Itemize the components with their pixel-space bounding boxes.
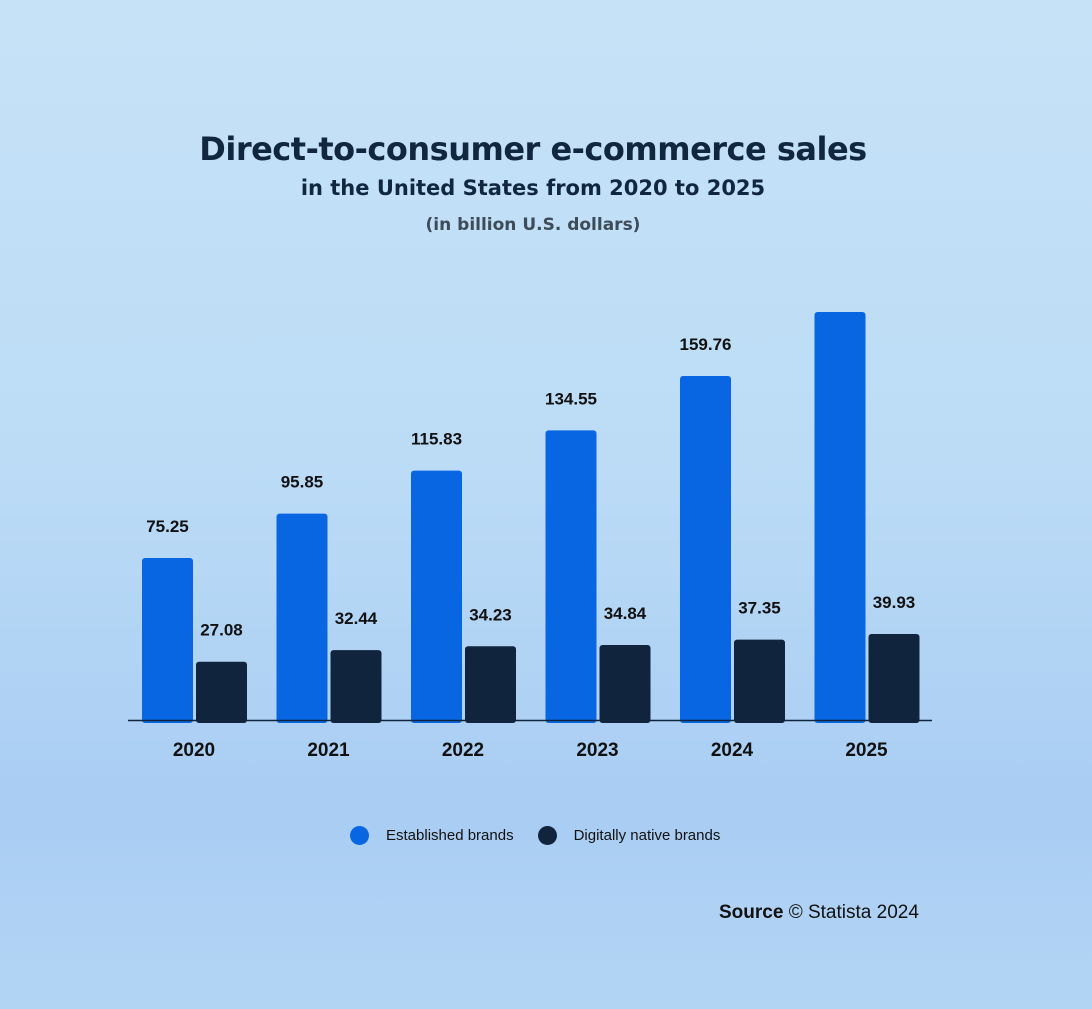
data-label: 37.35 — [738, 599, 781, 618]
data-label: 115.83 — [411, 430, 462, 449]
bar-established-2023 — [545, 430, 597, 723]
chart-subtitle: in the United States from 2020 to 2025 — [300, 176, 766, 200]
bar-digital-2024 — [734, 639, 785, 723]
x-tick-label: 2021 — [307, 740, 350, 761]
x-tick-label: 2022 — [442, 740, 484, 761]
bar-established-2024 — [680, 376, 731, 723]
source-note: Source © Statista 2024 — [719, 902, 919, 924]
x-tick-label: 2020 — [173, 740, 215, 761]
bar-digital-2020 — [196, 661, 247, 723]
data-label: 134.55 — [545, 389, 597, 408]
x-tick-label: 2023 — [576, 740, 618, 761]
legend: Established brands Digitally native bran… — [350, 826, 720, 845]
legend-label-established: Established brands — [386, 827, 514, 844]
legend-dot-digital — [537, 826, 557, 845]
source-text: © Statista 2024 — [788, 902, 919, 923]
bar-established-2020 — [142, 557, 193, 723]
chart-title: Direct-to-consumer e-commerce sales — [199, 130, 867, 168]
data-label: 34.23 — [469, 605, 512, 624]
data-label: 34.84 — [604, 604, 647, 623]
bar-established-2025 — [814, 312, 866, 723]
data-label: 95.85 — [281, 473, 324, 492]
bar-digital-2021 — [330, 650, 382, 723]
bar-established-2021 — [276, 513, 328, 723]
x-tick-label: 2024 — [711, 740, 754, 761]
legend-label-digital: Digitally native brands — [573, 827, 721, 844]
data-label: 75.25 — [146, 517, 189, 536]
x-tick-label: 2025 — [845, 740, 888, 761]
data-label: 27.08 — [200, 621, 243, 640]
unit-note: (in billion U.S. dollars) — [425, 215, 641, 235]
legend-dot-established — [350, 826, 369, 845]
data-label: 39.93 — [873, 593, 916, 612]
bar-digital-2025 — [868, 634, 920, 723]
data-label: 159.76 — [680, 335, 732, 354]
bar-digital-2022 — [465, 646, 516, 723]
source-label: Source — [719, 902, 784, 923]
data-label: 32.44 — [335, 609, 378, 628]
bar-digital-2023 — [599, 644, 651, 723]
bar-established-2022 — [411, 470, 462, 723]
